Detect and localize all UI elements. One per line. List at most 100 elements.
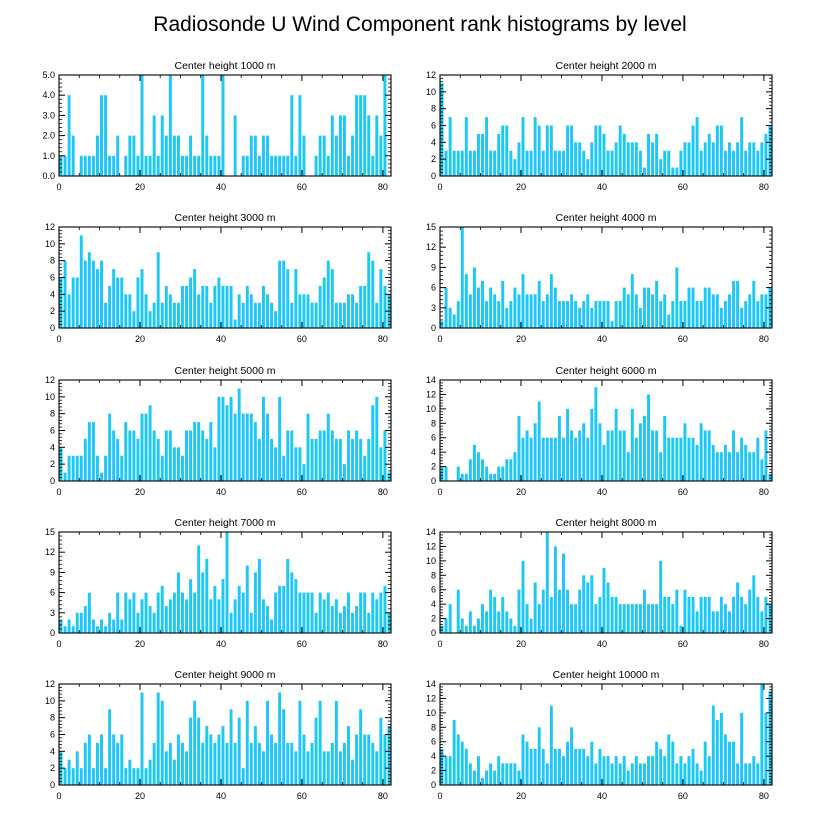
y-tick-label: 9 xyxy=(50,567,55,577)
bar xyxy=(221,396,225,481)
bar xyxy=(108,413,112,481)
bar xyxy=(509,763,513,785)
bar xyxy=(456,734,460,785)
bar xyxy=(622,133,626,176)
bar xyxy=(683,589,687,633)
bar xyxy=(152,612,156,633)
y-tick-label: 0 xyxy=(431,628,436,638)
y-tick-label: 10 xyxy=(426,404,436,414)
bar xyxy=(744,763,748,785)
bar xyxy=(533,582,537,633)
bar xyxy=(598,125,602,176)
bar xyxy=(602,301,606,328)
bar xyxy=(342,464,346,481)
bar xyxy=(140,269,144,328)
bar xyxy=(545,125,549,176)
bar xyxy=(71,455,75,481)
bar xyxy=(719,596,723,633)
bar xyxy=(570,604,574,633)
bar xyxy=(566,589,570,633)
bar xyxy=(703,596,707,633)
bar xyxy=(310,302,314,328)
bar xyxy=(100,95,103,176)
x-tick-label: 20 xyxy=(516,487,526,497)
bar xyxy=(229,285,233,328)
bar xyxy=(87,155,91,176)
bar xyxy=(614,142,618,176)
x-tick-label: 40 xyxy=(216,639,226,649)
bar xyxy=(286,269,290,328)
panel-6: Center height 6000 m 0 20 40 60 80 0 2 4 6 8 10 12 14 xyxy=(426,365,773,497)
bar xyxy=(545,763,549,785)
bar xyxy=(671,741,675,785)
bar xyxy=(513,452,517,481)
bar xyxy=(181,742,184,785)
bar xyxy=(302,734,306,785)
bar xyxy=(618,604,622,633)
bar xyxy=(594,125,598,176)
bar xyxy=(225,285,229,328)
bar xyxy=(286,558,290,633)
bar xyxy=(647,604,650,633)
bar xyxy=(245,413,249,481)
bar xyxy=(347,294,350,328)
y-tick-label: 12 xyxy=(426,70,436,80)
bar xyxy=(83,438,87,481)
bar xyxy=(108,285,112,328)
bar xyxy=(160,455,164,481)
plot-frame xyxy=(439,683,773,786)
y-tick-label: 2.0 xyxy=(42,131,55,141)
bar xyxy=(104,95,108,176)
bar xyxy=(108,709,112,785)
x-tick-label: 0 xyxy=(56,182,61,192)
x-tick-label: 40 xyxy=(597,182,607,192)
y-tick-label: 6 xyxy=(50,730,55,740)
bar xyxy=(172,759,176,785)
bar xyxy=(549,596,553,633)
bar xyxy=(476,287,480,328)
bar xyxy=(298,294,302,328)
bar xyxy=(326,260,330,328)
bar xyxy=(298,700,302,785)
bar xyxy=(245,565,249,633)
bar xyxy=(513,625,517,633)
bar xyxy=(112,430,116,481)
bar xyxy=(557,589,561,633)
bar xyxy=(464,274,468,328)
bar xyxy=(148,759,152,785)
bar xyxy=(338,612,342,633)
bar xyxy=(140,599,144,633)
bar xyxy=(164,285,168,328)
bar xyxy=(521,560,525,633)
bar xyxy=(626,142,630,176)
bar xyxy=(602,133,606,176)
bar xyxy=(164,430,168,481)
bar xyxy=(286,430,290,481)
bar xyxy=(687,756,691,785)
bar xyxy=(505,611,509,633)
bar xyxy=(675,437,679,481)
bar xyxy=(116,592,120,633)
panel-10: Center height 10000 m 0 20 40 60 80 0 2 4 6 8 10 12 1… xyxy=(426,669,773,801)
bar xyxy=(132,430,136,481)
bar xyxy=(274,155,278,176)
bar xyxy=(355,430,359,481)
bar xyxy=(100,734,103,785)
bar xyxy=(253,572,257,633)
bar xyxy=(549,125,553,176)
bar xyxy=(675,167,679,176)
y-tick-label: 2 xyxy=(431,462,436,472)
bar xyxy=(679,150,683,176)
bar xyxy=(748,763,752,785)
bar xyxy=(452,314,456,328)
bar xyxy=(562,437,565,481)
bar xyxy=(189,430,193,481)
bar xyxy=(638,423,642,481)
bar xyxy=(728,142,731,176)
bar xyxy=(87,252,91,328)
bar xyxy=(642,287,646,328)
bar xyxy=(181,592,184,633)
bar xyxy=(744,301,748,328)
bar xyxy=(383,75,387,176)
bar xyxy=(732,430,736,481)
